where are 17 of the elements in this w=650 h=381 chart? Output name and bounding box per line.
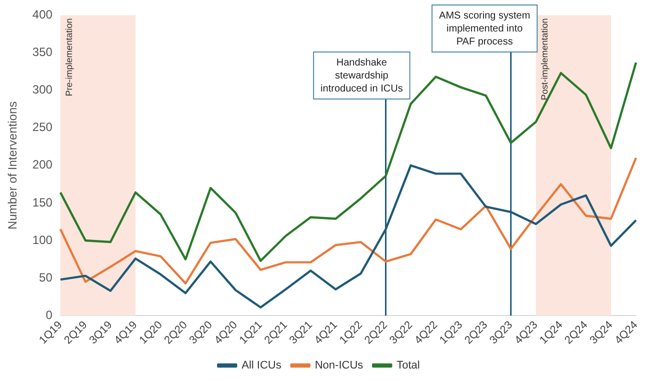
- y-tick-label: 0: [46, 308, 53, 322]
- y-tick-label: 50: [39, 270, 53, 284]
- y-tick-label: 300: [32, 82, 53, 97]
- legend-label: Non-ICUs: [314, 360, 364, 372]
- y-tick-label: 400: [32, 8, 53, 22]
- y-tick-label: 100: [32, 232, 53, 247]
- band-label: Post-implementation: [539, 18, 550, 100]
- y-tick-label: 250: [32, 120, 53, 134]
- ref-line-label: Handshake stewardship introduced in ICUs: [320, 57, 403, 94]
- y-tick-label: 150: [32, 195, 53, 210]
- legend-label: All ICUs: [242, 360, 282, 372]
- y-tick-label: 200: [32, 158, 53, 172]
- y-axis-title: Number of Interventions: [6, 101, 20, 230]
- ref-line-label: AMS scoring system implemented into PAF process: [439, 10, 530, 48]
- legend-label: Total: [396, 360, 420, 372]
- y-tick-label: 350: [32, 45, 53, 60]
- band-label: Pre-implementation: [64, 18, 74, 96]
